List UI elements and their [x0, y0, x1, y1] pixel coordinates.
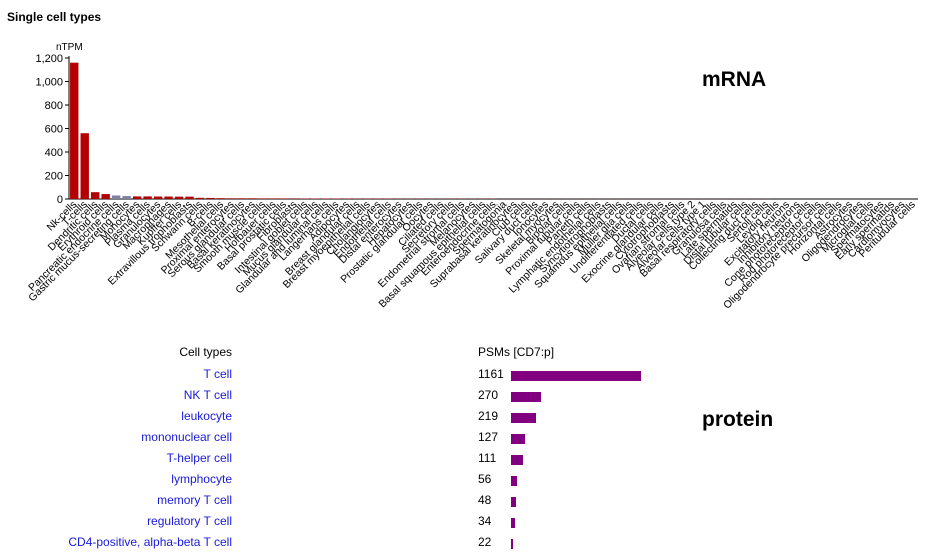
y-tick-label: 200 — [45, 171, 63, 183]
mrna-bar[interactable] — [112, 195, 120, 199]
mrna-bar-chart: nTPM 0 200 400 600 800 1,000 1,200 Nk-cellsT-ce… — [0, 0, 928, 345]
psm-value: 56 — [478, 472, 491, 486]
mrna-bar[interactable] — [206, 198, 214, 199]
mrna-bar[interactable] — [143, 196, 151, 199]
y-tick-label: 1,000 — [35, 77, 63, 89]
mrna-bar[interactable] — [196, 198, 204, 199]
protein-row: T-helper cell 111 — [0, 451, 700, 472]
psms-header: PSMs [CD7:p] — [478, 345, 554, 359]
cell-type-link[interactable]: T cell — [204, 367, 232, 381]
mrna-bar[interactable] — [259, 198, 267, 199]
protein-row: NK T cell 270 — [0, 388, 700, 409]
y-axis: nTPM 0 200 400 600 800 1,000 1,200 — [35, 42, 918, 206]
y-axis-label: nTPM — [56, 42, 83, 53]
cell-type-link[interactable]: memory T cell — [157, 493, 232, 507]
protein-row: leukocyte 219 — [0, 409, 700, 430]
protein-label: protein — [702, 408, 773, 432]
protein-row: memory T cell 48 — [0, 493, 700, 514]
protein-bar — [511, 497, 516, 507]
psm-value: 111 — [478, 451, 496, 465]
y-tick-label: 600 — [45, 124, 63, 136]
cell-type-link[interactable]: lymphocyte — [171, 472, 232, 486]
mrna-bar[interactable] — [269, 198, 277, 199]
psm-value: 22 — [478, 535, 491, 549]
protein-bar — [511, 434, 525, 444]
mrna-bar[interactable] — [101, 194, 109, 199]
cell-type-link[interactable]: regulatory T cell — [147, 514, 232, 528]
protein-bar — [511, 455, 523, 465]
psm-value: 219 — [478, 409, 498, 423]
protein-bar — [511, 413, 536, 423]
protein-bar — [511, 476, 517, 486]
mrna-bars — [70, 63, 770, 199]
mrna-bar[interactable] — [227, 198, 235, 199]
mrna-bar[interactable] — [164, 197, 172, 199]
mrna-bar[interactable] — [248, 198, 256, 199]
protein-bar — [511, 539, 513, 549]
protein-row: CD4-positive, alpha-beta T cell 22 — [0, 535, 700, 556]
psm-value: 127 — [478, 430, 498, 444]
cell-types-header: Cell types — [179, 345, 232, 359]
mrna-bar[interactable] — [122, 196, 130, 199]
cell-type-link[interactable]: mononuclear cell — [141, 430, 232, 444]
mrna-label: mRNA — [702, 68, 766, 92]
mrna-bar[interactable] — [81, 133, 89, 199]
protein-bar — [511, 518, 515, 528]
mrna-bar[interactable] — [238, 198, 246, 199]
psm-value: 270 — [478, 388, 498, 402]
psms-header-label: PSMs — [478, 345, 510, 359]
mrna-bar[interactable] — [133, 196, 141, 199]
y-tick-label: 800 — [45, 100, 63, 112]
mrna-bar[interactable] — [280, 198, 288, 199]
psms-header-unit: [CD7:p] — [513, 345, 554, 359]
mrna-bar[interactable] — [175, 197, 183, 199]
mrna-bar[interactable] — [185, 197, 193, 199]
mrna-bar[interactable] — [154, 197, 162, 199]
mrna-bar[interactable] — [91, 192, 99, 199]
cell-type-link[interactable]: T-helper cell — [167, 451, 232, 465]
cell-type-link[interactable]: CD4-positive, alpha-beta T cell — [68, 535, 232, 549]
psm-value: 1161 — [478, 367, 504, 381]
cell-type-link[interactable]: leukocyte — [181, 409, 232, 423]
protein-row: regulatory T cell 34 — [0, 514, 700, 535]
mrna-bar[interactable] — [70, 63, 78, 199]
protein-bar — [511, 392, 541, 402]
y-tick-label: 0 — [57, 194, 63, 206]
cell-type-link[interactable]: NK T cell — [184, 388, 232, 402]
mrna-bar[interactable] — [290, 198, 298, 199]
psm-value: 48 — [478, 493, 491, 507]
protein-bar — [511, 371, 641, 381]
y-tick-label: 400 — [45, 147, 63, 159]
psm-value: 34 — [478, 514, 491, 528]
protein-row: mononuclear cell 127 — [0, 430, 700, 451]
y-tick-label: 1,200 — [35, 53, 63, 65]
mrna-bar[interactable] — [217, 198, 225, 199]
protein-row: lymphocyte 56 — [0, 472, 700, 493]
protein-row: T cell 1161 — [0, 367, 700, 388]
